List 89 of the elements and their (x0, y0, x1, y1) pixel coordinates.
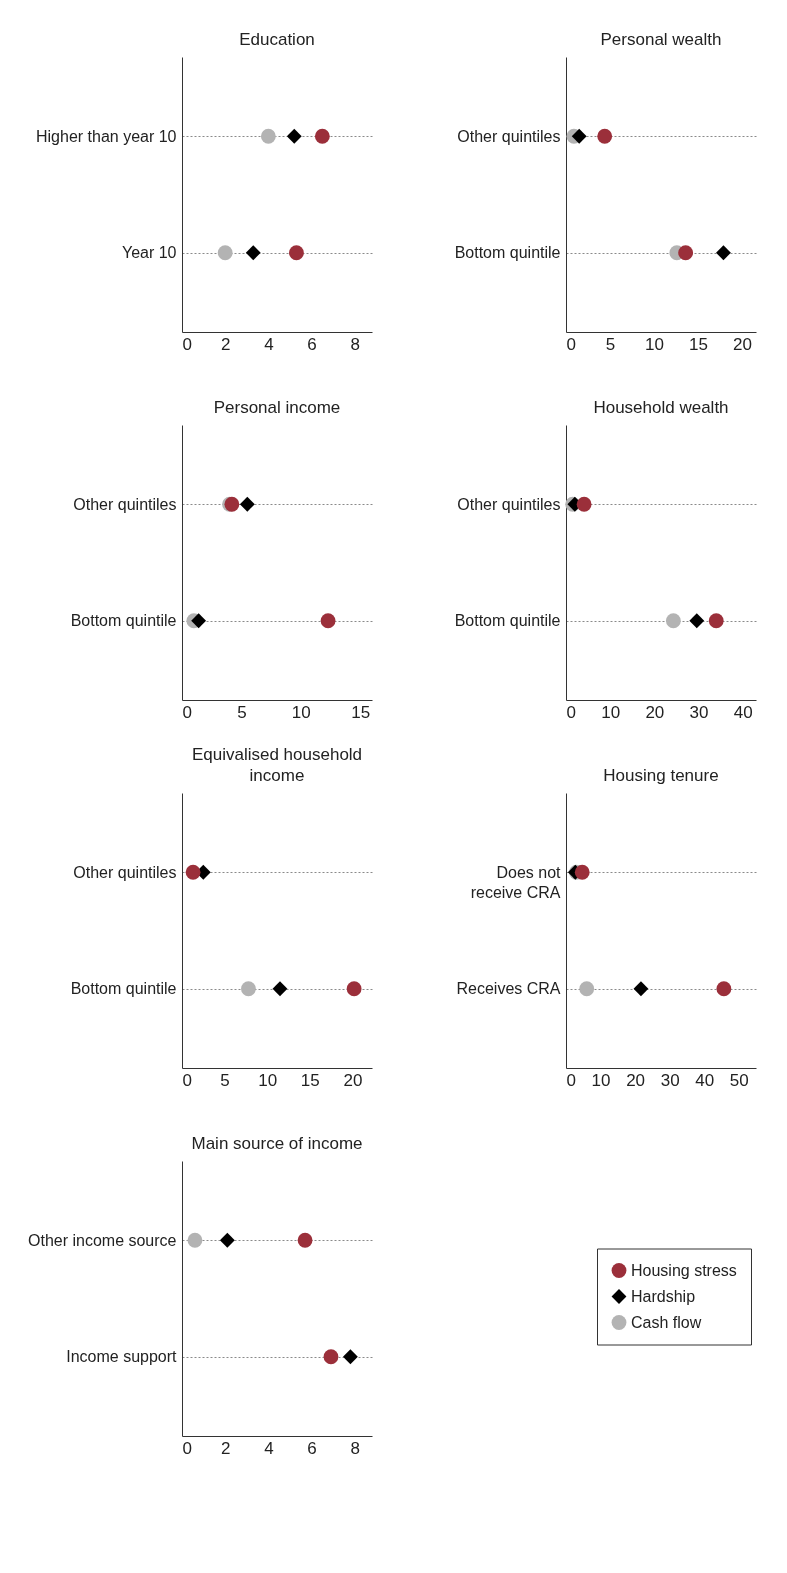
x-tick-label: 8 (350, 1438, 360, 1458)
chart-title: Personal income (213, 398, 341, 417)
x-tick-label: 0 (566, 702, 576, 722)
point (633, 981, 649, 997)
x-tick-label: 15 (351, 702, 371, 722)
y-tick-label: Bottom quintile (70, 980, 177, 998)
x-tick-label: 20 (626, 1070, 646, 1090)
y-tick-label: Other quintiles (457, 127, 561, 145)
chart-title: Personal wealth (600, 30, 722, 49)
x-tick-label: 30 (689, 702, 709, 722)
point (342, 1349, 358, 1365)
y-tick-label: Other quintiles (73, 495, 177, 513)
x-tick-label: 40 (733, 702, 753, 722)
point (191, 613, 207, 629)
x-tick-label: 4 (264, 1438, 274, 1458)
point (245, 245, 261, 261)
y-tick-label: Higher than year 10 (35, 127, 177, 145)
y-tick-label: Bottom quintile (454, 244, 561, 262)
x-tick-label: 5 (237, 702, 247, 722)
point (579, 981, 595, 997)
x-tick-label: 0 (182, 1070, 192, 1090)
x-tick-label: 10 (291, 702, 311, 722)
y-tick-label: Other quintiles (73, 863, 177, 881)
point (187, 1232, 203, 1248)
x-tick-label: 10 (258, 1070, 278, 1090)
x-tick-label: 50 (729, 1070, 749, 1090)
point (665, 613, 681, 629)
x-tick-label: 5 (220, 1070, 230, 1090)
point (323, 1349, 339, 1365)
point (289, 245, 304, 261)
point (571, 128, 587, 144)
point (708, 613, 724, 629)
y-tick-label: Receives CRA (456, 980, 561, 998)
x-tick-label: 10 (645, 334, 664, 354)
x-tick-label: 10 (591, 1070, 611, 1090)
chart-title: Equivalised household income (191, 745, 363, 785)
point (239, 496, 255, 512)
legend-label: Cash flow (631, 1313, 702, 1331)
x-tick-label: 4 (264, 334, 274, 354)
point (272, 981, 288, 997)
chart-title: Household wealth (593, 398, 729, 417)
x-tick-label: 10 (601, 702, 621, 722)
y-tick-label: Other quintiles (457, 495, 561, 513)
point (716, 981, 732, 997)
x-tick-label: 20 (645, 702, 665, 722)
point (320, 613, 336, 629)
x-tick-label: 15 (688, 334, 708, 354)
x-tick-label: 6 (307, 1438, 317, 1458)
x-tick-label: 30 (660, 1070, 680, 1090)
point (185, 864, 201, 880)
point (716, 245, 731, 261)
chart-title: Housing tenure (603, 766, 719, 785)
x-tick-label: 8 (350, 334, 360, 354)
y-tick-label: Other income source (27, 1231, 177, 1249)
point (260, 128, 276, 144)
x-tick-label: 0 (566, 1070, 576, 1090)
legend-label: Hardship (631, 1287, 696, 1305)
y-tick-label: Bottom quintile (454, 612, 561, 630)
point (219, 1232, 235, 1248)
point (297, 1232, 313, 1248)
point (286, 128, 302, 144)
chart-title: Main source of income (191, 1134, 363, 1153)
y-tick-label: Year 10 (121, 244, 177, 262)
y-tick-label: Income support (66, 1348, 178, 1366)
x-tick-label: 5 (605, 334, 616, 354)
y-tick-label: Bottom quintile (70, 612, 177, 630)
point (576, 496, 592, 512)
x-tick-label: 15 (300, 1070, 320, 1090)
legend-label: Housing stress (631, 1261, 737, 1279)
point (314, 128, 330, 144)
x-tick-label: 0 (182, 1438, 192, 1458)
point (241, 981, 256, 997)
x-tick-label: 20 (343, 1070, 363, 1090)
x-tick-label: 0 (182, 702, 192, 722)
point (678, 245, 694, 261)
point (574, 864, 590, 880)
x-tick-label: 0 (566, 334, 576, 354)
x-tick-label: 6 (307, 334, 317, 354)
chart-title: Education (239, 30, 315, 49)
point (217, 245, 233, 261)
point (597, 128, 613, 144)
point (346, 981, 362, 997)
x-tick-label: 20 (732, 334, 752, 354)
x-tick-label: 40 (695, 1070, 715, 1090)
y-tick-label: Does not receive CRA (470, 863, 562, 901)
point (689, 613, 705, 629)
x-tick-label: 2 (220, 334, 231, 354)
x-tick-label: 2 (220, 1438, 231, 1458)
x-tick-label: 0 (182, 334, 192, 354)
